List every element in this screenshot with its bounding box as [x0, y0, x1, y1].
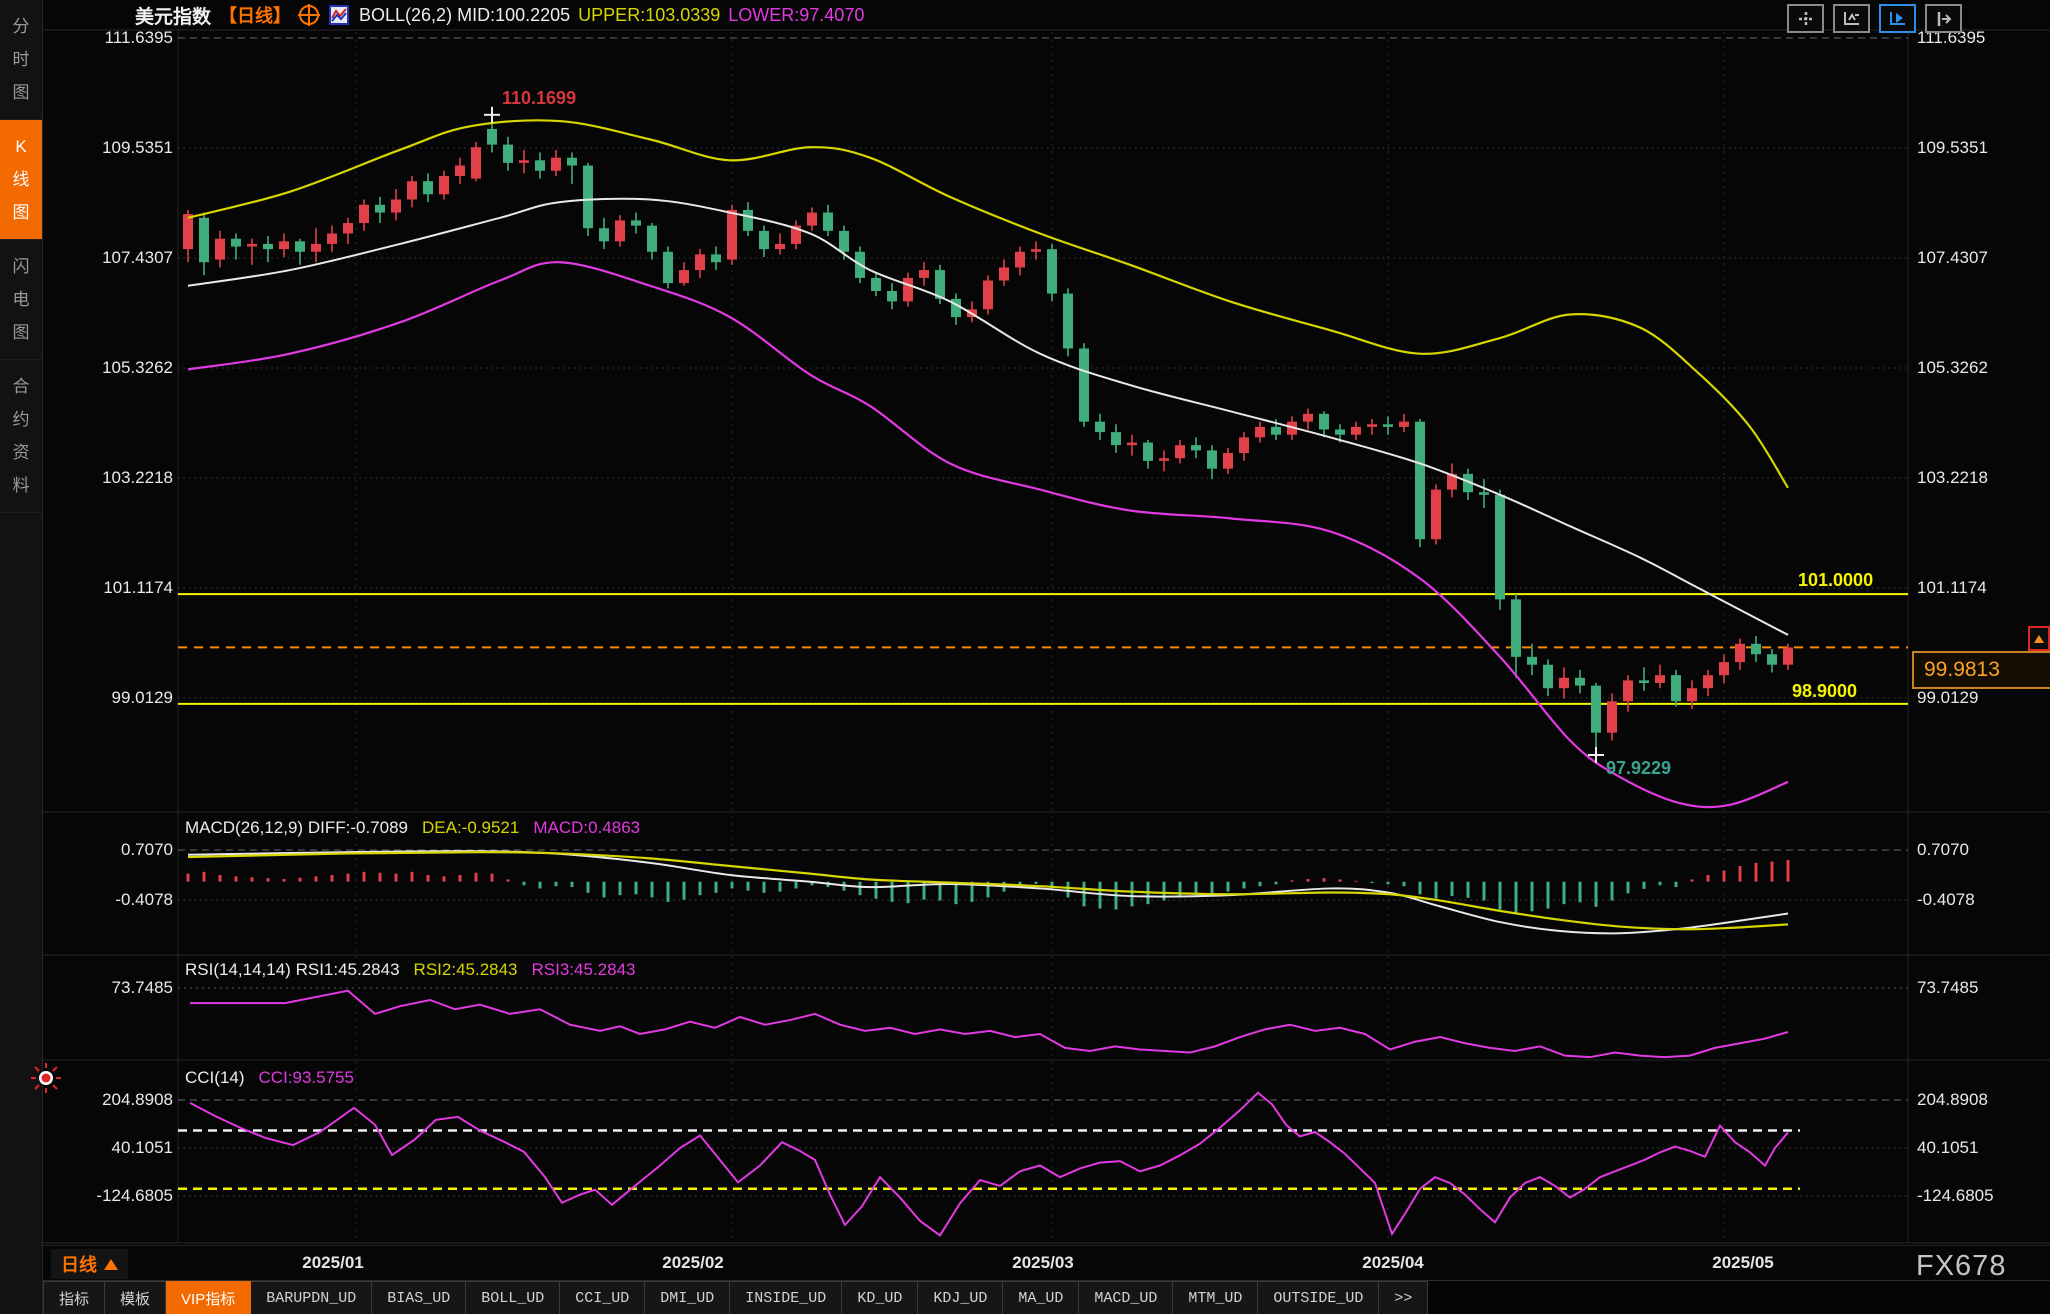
indicator-axis-label: -0.4078: [1917, 890, 1975, 909]
indicator-tab-insideud[interactable]: INSIDE_UD: [730, 1281, 843, 1314]
indicator-tab-kdud[interactable]: KD_UD: [842, 1281, 919, 1314]
high-price-annotation: 110.1699: [502, 88, 577, 108]
price-alert-icon[interactable]: [2028, 626, 2050, 651]
alert-line-label-101: 101.0000: [1798, 570, 1874, 590]
macd-macd-value: MACD:0.4863: [533, 818, 641, 837]
indicator-axis-label: -0.4078: [115, 890, 173, 909]
boll-mid-value: BOLL(26,2) MID:100.2205: [359, 4, 571, 25]
collapse-panel-icon[interactable]: [1925, 4, 1962, 33]
low-price-annotation: 97.9229: [1606, 758, 1672, 778]
date-axis-bar: 日线 2025/01 2025/02 2025/03 2025/04 2025/05: [43, 1245, 2050, 1280]
watermark: FX678: [1916, 1250, 2007, 1282]
date-axis-label: 2025/05: [1712, 1253, 1774, 1272]
indicator-axis-label: 0.7070: [121, 840, 173, 859]
period-selector-label: 日线: [61, 1255, 97, 1275]
indicator-axis-label: -124.6805: [96, 1186, 173, 1205]
last-price-box: 99.9813: [1912, 651, 2050, 689]
move-tool-icon[interactable]: [1787, 4, 1824, 33]
sun-alert-icon[interactable]: [30, 1062, 62, 1094]
indicator-tab-cciud[interactable]: CCI_UD: [560, 1281, 646, 1314]
period-tag[interactable]: 【日线】: [219, 6, 292, 26]
price-axis-label: 99.0129: [111, 688, 173, 707]
price-axis-label: 103.2218: [1917, 468, 1988, 487]
price-axis-label: 101.1174: [103, 578, 173, 597]
rsi-params: RSI(14,14,14) RSI1:45.2843: [185, 960, 400, 979]
indicator-axis-label: -124.6805: [1917, 1186, 1994, 1205]
price-axis-label: 109.5351: [1917, 138, 1988, 157]
indicator-tab-kdjud[interactable]: KDJ_UD: [918, 1281, 1004, 1314]
indicator-axis-label: 73.7485: [1917, 978, 1979, 997]
auto-scroll-icon[interactable]: [1879, 4, 1916, 33]
macd-params: MACD(26,12,9) DIFF:-0.7089: [185, 818, 408, 837]
target-icon[interactable]: [298, 4, 321, 26]
indicator-axis-label: 204.8908: [1917, 1090, 1988, 1109]
date-axis-label: 2025/01: [302, 1253, 364, 1272]
indicator-tab-[interactable]: 模板: [105, 1281, 167, 1314]
indicator-tab-[interactable]: 指标: [43, 1281, 106, 1314]
indicator-chart-icon[interactable]: [329, 5, 350, 25]
sidebar-item-contract-info[interactable]: 合约资料: [0, 360, 42, 513]
symbol-title: 美元指数: [135, 6, 212, 28]
sidebar-item-flash[interactable]: 闪电图: [0, 240, 42, 360]
price-axis-label: 107.4307: [102, 248, 173, 267]
price-axis-label: 109.5351: [102, 138, 173, 157]
indicator-axis-label: 40.1051: [1917, 1138, 1979, 1157]
indicator-tab-[interactable]: >>: [1379, 1281, 1429, 1314]
sidebar-item-timeshare[interactable]: 分时图: [0, 0, 42, 120]
chart-header: 美元指数 【日线】 BOLL(26,2) MID:100.2205 UPPER:…: [135, 2, 864, 28]
cci-value: CCI:93.5755: [258, 1068, 354, 1087]
date-axis-label: 2025/04: [1362, 1253, 1424, 1272]
indicator-tab-bar: 指标 模板 VIP指标 BARUPDN_UD BIAS_UD BOLL_UD CCI_UD D…: [43, 1280, 2050, 1314]
indicator-axis-label: 0.7070: [1917, 840, 1969, 859]
price-axis-label: 99.0129: [1917, 688, 1979, 707]
macd-pane-header: MACD(26,12,9) DIFF:-0.7089 DEA:-0.9521 M…: [185, 818, 640, 838]
indicator-tab-bollud[interactable]: BOLL_UD: [466, 1281, 561, 1314]
rsi-pane-header: RSI(14,14,14) RSI1:45.2843 RSI2:45.2843 …: [185, 960, 635, 980]
indicator-tab-macdud[interactable]: MACD_UD: [1079, 1281, 1174, 1314]
boll-upper-value: UPPER:103.0339: [578, 4, 721, 25]
price-axis-label: 105.3262: [1917, 358, 1988, 377]
indicator-axis-label: 40.1051: [111, 1138, 173, 1157]
boll-lower-value: LOWER:97.4070: [728, 4, 865, 25]
scale-axis-icon[interactable]: [1833, 4, 1870, 33]
chart-toolbar: [1787, 4, 1962, 33]
price-axis-label: 105.3262: [102, 358, 173, 377]
price-axis-label: 107.4307: [1917, 248, 1988, 267]
cci-pane-header: CCI(14) CCI:93.5755: [185, 1068, 354, 1088]
indicator-tab-maud[interactable]: MA_UD: [1003, 1281, 1080, 1314]
indicator-tab-biasud[interactable]: BIAS_UD: [372, 1281, 467, 1314]
price-axis-label: 111.6395: [104, 28, 173, 47]
rsi3-value: RSI3:45.2843: [531, 960, 636, 979]
indicator-axis-label: 204.8908: [102, 1090, 173, 1109]
date-axis-label: 2025/02: [662, 1253, 724, 1272]
period-selector[interactable]: 日线: [51, 1249, 128, 1279]
indicator-tab-barupdnud[interactable]: BARUPDN_UD: [251, 1281, 373, 1314]
indicator-tab-outsideud[interactable]: OUTSIDE_UD: [1258, 1281, 1380, 1314]
date-axis-label: 2025/03: [1012, 1253, 1074, 1272]
indicator-tab-mtmud[interactable]: MTM_UD: [1173, 1281, 1259, 1314]
alert-line-label-989: 98.9000: [1792, 681, 1858, 701]
macd-dea-value: DEA:-0.9521: [422, 818, 520, 837]
indicator-axis-label: 73.7485: [111, 978, 173, 997]
indicator-tab-dmiud[interactable]: DMI_UD: [645, 1281, 731, 1314]
cci-params: CCI(14): [185, 1068, 245, 1087]
price-axis-label: 101.1174: [1917, 578, 1987, 597]
price-axis-label: 103.2218: [102, 468, 173, 487]
chevron-up-icon: [104, 1258, 118, 1270]
rsi2-value: RSI2:45.2843: [413, 960, 518, 979]
main-chart-svg[interactable]: [0, 0, 2050, 1245]
indicator-tab-vip[interactable]: VIP指标: [166, 1281, 252, 1314]
